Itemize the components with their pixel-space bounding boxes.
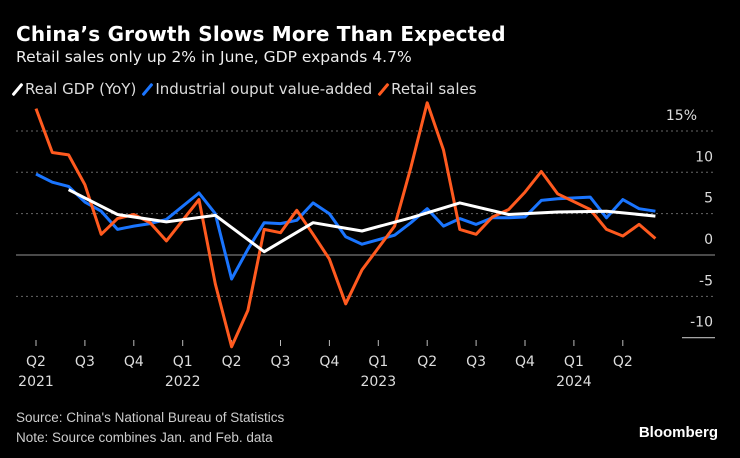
x-tick-label: Q1 bbox=[564, 354, 584, 370]
y-tick-label: 10 bbox=[695, 149, 713, 165]
bloomberg-logo: Bloomberg bbox=[638, 424, 718, 441]
y-tick-label: 15% bbox=[666, 108, 697, 124]
series-line-retail-sales bbox=[34, 101, 657, 349]
x-tick-label: Q1 bbox=[173, 354, 193, 370]
legend-label: Industrial ouput value-added bbox=[155, 80, 373, 98]
y-tick-label: -10 bbox=[690, 315, 713, 331]
legend-item-retail: Retail sales bbox=[377, 80, 477, 98]
chart-subtitle: Retail sales only up 2% in June, GDP exp… bbox=[16, 48, 412, 66]
x-tick-label: Q2 bbox=[613, 354, 633, 370]
legend: Real GDP (YoY) Industrial ouput value-ad… bbox=[11, 80, 477, 98]
y-tick-label: 5 bbox=[704, 191, 713, 207]
x-tick-label: Q3 bbox=[466, 354, 486, 370]
chart-title: China’s Growth Slows More Than Expected bbox=[16, 22, 506, 46]
x-year-label: 2023 bbox=[360, 374, 396, 390]
data-note: Note: Source combines Jan. and Feb. data bbox=[16, 430, 273, 445]
x-tick-label: Q2 bbox=[417, 354, 437, 370]
x-tick-label: Q2 bbox=[26, 354, 46, 370]
y-tick-label: -5 bbox=[699, 273, 713, 289]
legend-item-industrial: Industrial ouput value-added bbox=[141, 80, 373, 98]
footer: Source: China's National Bureau of Stati… bbox=[16, 408, 284, 448]
x-year-label: 2022 bbox=[165, 374, 201, 390]
x-tick-label: Q1 bbox=[368, 354, 388, 370]
x-tick-label: Q3 bbox=[271, 354, 291, 370]
series-line-industrial-ouput-value-added bbox=[35, 172, 656, 281]
source-note: Source: China's National Bureau of Stati… bbox=[16, 410, 285, 425]
legend-item-gdp: Real GDP (YoY) bbox=[11, 80, 137, 98]
x-year-label: 2024 bbox=[556, 374, 592, 390]
x-tick-label: Q2 bbox=[222, 354, 242, 370]
x-tick-label: Q3 bbox=[75, 354, 95, 370]
x-tick-label: Q4 bbox=[515, 354, 535, 370]
y-tick-label: 0 bbox=[704, 232, 713, 248]
x-year-label: 2021 bbox=[18, 374, 54, 390]
legend-label: Retail sales bbox=[391, 80, 477, 98]
x-tick-label: Q4 bbox=[319, 354, 339, 370]
legend-label: Real GDP (YoY) bbox=[25, 80, 137, 98]
x-tick-label: Q4 bbox=[124, 354, 144, 370]
